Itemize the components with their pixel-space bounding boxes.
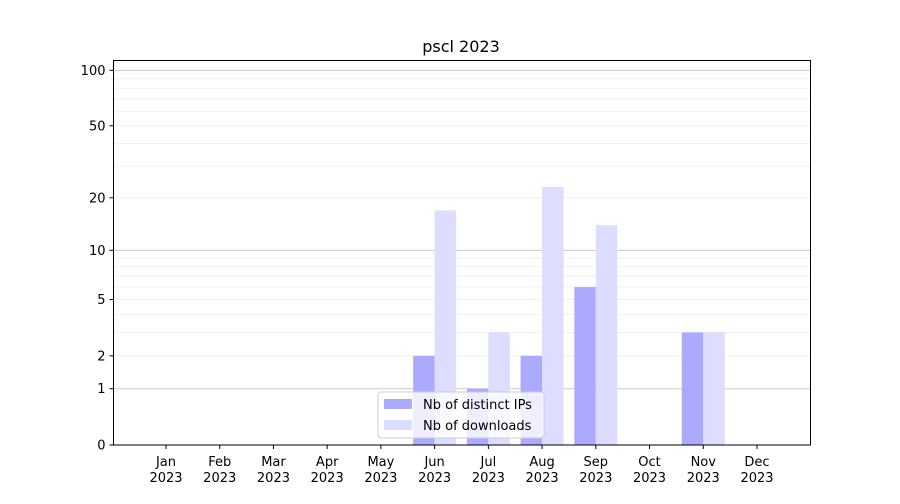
bar-downloads	[542, 186, 564, 446]
bar-downloads	[703, 332, 725, 445]
y-tick-label: 0	[97, 439, 105, 454]
x-tick-label-year: 2023	[687, 471, 720, 486]
legend-label-downloads: Nb of downloads	[423, 419, 532, 434]
x-tick-label-year: 2023	[579, 471, 612, 486]
x-tick-label-month: Apr	[316, 455, 339, 470]
y-tick-label: 100	[81, 64, 106, 79]
legend-swatch-downloads	[384, 420, 412, 430]
chart-title: pscl 2023	[422, 37, 500, 56]
bar-distinct-ips	[681, 332, 704, 445]
x-tick-label-year: 2023	[740, 471, 773, 486]
legend: Nb of distinct IPs Nb of downloads	[377, 391, 545, 439]
x-tick-label-month: Jan	[155, 455, 176, 470]
x-tick-label-month: Feb	[208, 455, 231, 470]
y-axis: 0 1 2 5 10 20 50 100	[81, 64, 114, 454]
legend-box	[377, 391, 545, 439]
y-tick-label: 50	[89, 119, 106, 134]
legend-label-ips: Nb of distinct IPs	[423, 398, 532, 413]
x-tick-label-year: 2023	[526, 471, 559, 486]
x-tick-label-month: Nov	[691, 455, 717, 470]
x-tick-label-month: Jul	[480, 455, 497, 470]
bar-distinct-ips	[574, 287, 596, 445]
x-tick-label-year: 2023	[364, 471, 397, 486]
gridlines	[113, 69, 811, 390]
x-tick-label-month: Jun	[423, 455, 444, 470]
y-tick-label: 1	[97, 382, 105, 397]
x-tick-label-month: May	[367, 455, 394, 470]
y-tick-label: 10	[89, 244, 106, 259]
y-tick-label: 5	[97, 293, 105, 308]
x-tick-label-month: Aug	[529, 455, 554, 470]
x-tick-label-year: 2023	[472, 471, 505, 486]
x-tick-label-year: 2023	[418, 471, 451, 486]
x-tick-label-month: Mar	[261, 455, 286, 470]
x-tick-label-year: 2023	[633, 471, 666, 486]
legend-swatch-ips	[384, 399, 412, 409]
x-tick-label-year: 2023	[149, 471, 182, 486]
x-tick-label-month: Sep	[584, 455, 609, 470]
x-tick-label-year: 2023	[257, 471, 290, 486]
x-tick-label-year: 2023	[311, 471, 344, 486]
bar-downloads	[434, 210, 457, 445]
axes-frame	[113, 60, 811, 446]
y-tick-label: 2	[97, 349, 105, 364]
x-axis: Jan2023Feb2023Mar2023Apr2023May2023Jun20…	[149, 445, 774, 486]
y-tick-label: 20	[89, 191, 106, 206]
bar-downloads	[595, 225, 618, 445]
x-tick-label-month: Dec	[744, 455, 769, 470]
x-tick-label-year: 2023	[203, 471, 236, 486]
x-tick-label-month: Oct	[638, 455, 660, 470]
